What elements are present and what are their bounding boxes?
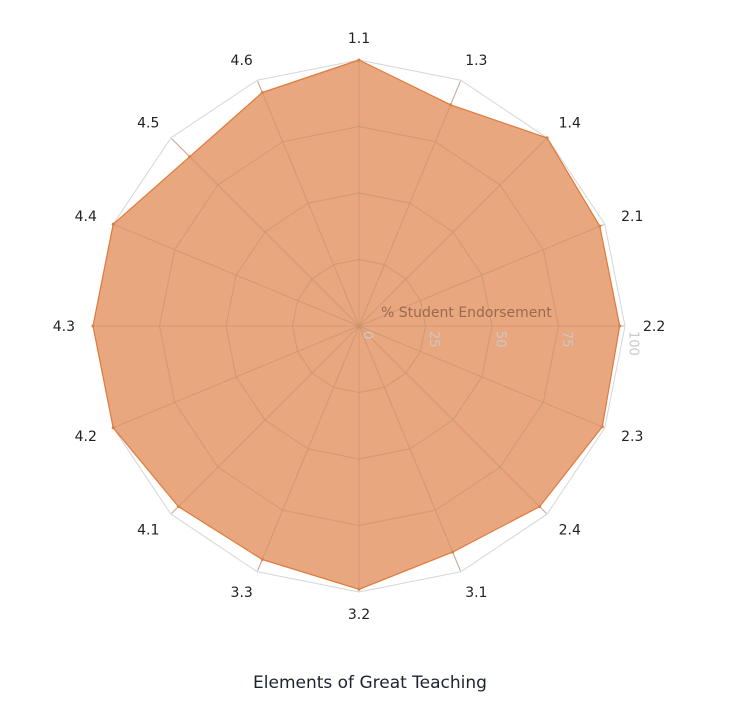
category-label-4.2: 4.2 (75, 429, 97, 445)
grid-spoke-overlay (257, 325, 360, 571)
radar-chart: 0 25 50 75 100 % Student Endorsement 1.11.31… (53, 31, 666, 623)
grid-spoke-overlay (358, 224, 604, 327)
category-label-2.1: 2.1 (621, 209, 643, 225)
tick-label-50: 50 (493, 331, 508, 348)
tick-label-0: 0 (360, 331, 375, 339)
grid-spoke-overlay (358, 138, 547, 327)
category-label-3.2: 3.2 (348, 607, 370, 623)
category-label-1.3: 1.3 (465, 53, 487, 69)
data-point-1.4[interactable] (545, 136, 549, 140)
grid-spoke-overlay (358, 325, 461, 571)
category-label-3.1: 3.1 (465, 585, 487, 601)
category-label-2.3: 2.3 (621, 429, 643, 445)
tick-label-75: 75 (559, 331, 574, 348)
data-point-4.4[interactable] (111, 222, 115, 226)
category-label-2.4: 2.4 (559, 523, 581, 539)
category-labels: 1.1 1.3 1.4 2.1 2.2 2.3 2.4 3.1 3.2 3.3 4.1 4.2 4.3 4… (53, 31, 666, 623)
grid-spoke-overlay (358, 81, 461, 327)
grid-spoke-overlay (171, 325, 360, 514)
category-label-4.3: 4.3 (53, 319, 75, 335)
inner-grid (94, 61, 624, 591)
data-point-4.3[interactable] (91, 324, 95, 328)
grid-spoke-overlay (114, 224, 360, 327)
category-label-3.3: 3.3 (231, 585, 253, 601)
category-label-4.4: 4.4 (75, 209, 97, 225)
axis-title: % Student Endorsement (381, 305, 552, 321)
category-label-1.4: 1.4 (559, 115, 581, 131)
grid-spoke-overlay (171, 138, 360, 327)
chart-title: Elements of Great Teaching (253, 673, 487, 693)
category-label-4.1: 4.1 (137, 523, 159, 539)
category-label-1.1: 1.1 (348, 31, 370, 47)
category-label-4.5: 4.5 (137, 115, 159, 131)
category-label-4.6: 4.6 (231, 53, 253, 69)
grid-spoke-overlay (358, 325, 604, 428)
radial-tick-labels: 0 25 50 75 100 (360, 331, 641, 356)
data-point-4.2[interactable] (111, 426, 115, 430)
data-point-1.1[interactable] (357, 58, 361, 62)
tick-label-25: 25 (426, 331, 441, 348)
category-label-2.2: 2.2 (643, 319, 665, 335)
grid-spoke-overlay (114, 325, 360, 428)
grid-spoke-overlay (358, 325, 547, 514)
tick-label-100: 100 (626, 331, 641, 356)
grid-spoke-overlay (257, 81, 360, 327)
